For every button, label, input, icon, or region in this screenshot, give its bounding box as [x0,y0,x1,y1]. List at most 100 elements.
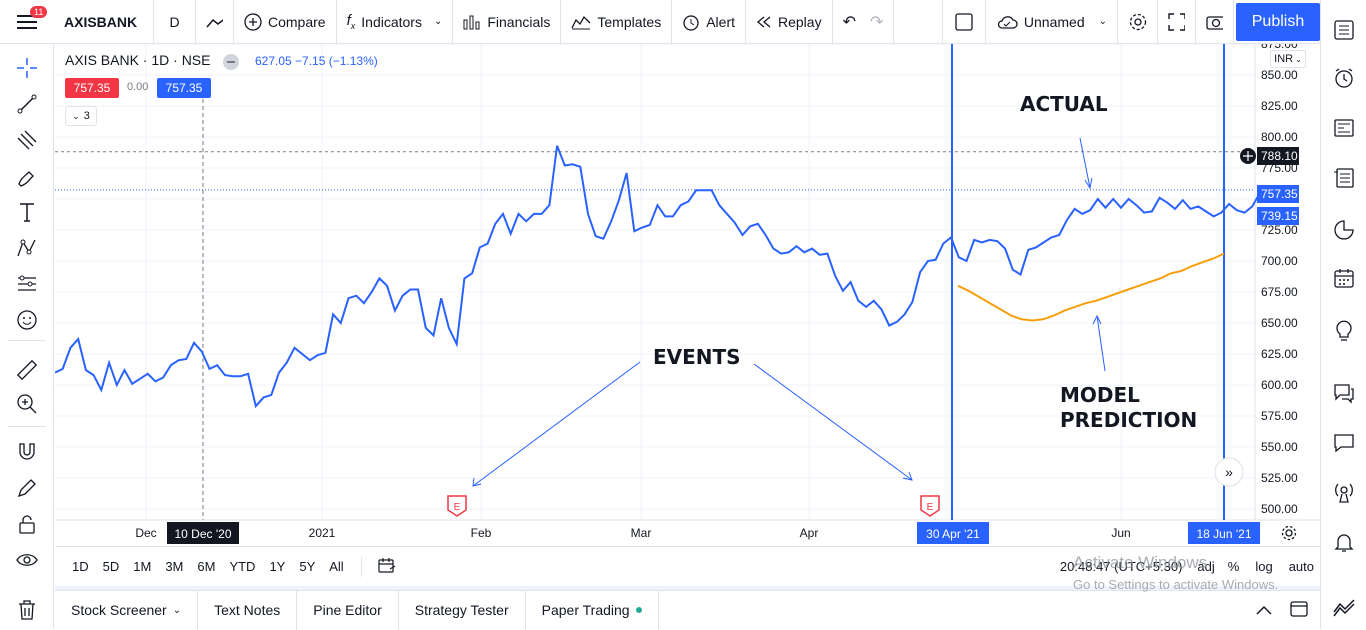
log-scale-toggle[interactable]: log [1255,559,1273,574]
messages-icon[interactable] [1330,428,1358,456]
trash-icon[interactable] [13,596,41,624]
chart-canvas[interactable]: 875.00850.00825.00800.00775.00750.00725.… [55,44,1320,544]
chart-pane[interactable]: 875.00850.00825.00800.00775.00750.00725.… [55,44,1320,544]
pattern-tool-icon[interactable] [13,234,41,262]
hotlists-icon[interactable] [1330,216,1358,244]
indicators-collapse-button[interactable]: ⌄ 3 [65,106,97,126]
last-price-label: 757.35 [1261,187,1298,201]
chart-style-button[interactable] [196,0,234,44]
range-button-5d[interactable]: 5D [102,559,120,574]
snapshot-button[interactable] [1196,0,1234,44]
publish-button[interactable]: Publish [1236,3,1320,41]
alarm-clock-icon [683,14,699,31]
range-button-1d[interactable]: 1D [72,559,89,574]
drawing-toolbar [0,44,54,629]
toolbar-divider [8,426,46,427]
time-tick-mar: Mar [631,526,652,540]
prediction-tool-icon[interactable] [13,270,41,298]
tab-label: Text Notes [214,602,281,618]
pitchfork-tool-icon[interactable] [13,126,41,154]
symbol-label: AXISBANK [64,13,138,30]
tab-text-notes[interactable]: Text Notes [198,590,298,630]
settings-button[interactable] [1118,0,1158,44]
earnings-marker-feb[interactable]: E [447,495,467,517]
scroll-to-realtime-button[interactable] [1214,457,1244,487]
tab-stock-screener[interactable]: Stock Screener ⌄ [55,590,199,630]
text-tool-icon[interactable] [13,198,41,226]
alert-label: Alert [706,13,735,30]
range-buttons: 1D 5D 1M 3M 6M YTD 1Y 5Y All [65,559,351,574]
range-button-ytd[interactable]: YTD [229,559,256,574]
range-button-1m[interactable]: 1M [133,559,152,574]
lock-icon[interactable] [13,510,41,538]
adjust-toggle[interactable]: adj [1197,559,1215,574]
timezone-clock[interactable]: 20:48:47 (UTC+5:30) [1059,559,1183,574]
tab-pine-editor[interactable]: Pine Editor [297,590,399,630]
marker1-time-label: 30 Apr '21 [926,527,980,541]
alert-button[interactable]: Alert [672,0,746,44]
price-tick-label: 850.00 [1261,68,1298,82]
range-button-all[interactable]: All [329,559,344,574]
news-icon[interactable] [1330,114,1358,142]
tab-paper-trading[interactable]: Paper Trading [526,590,659,630]
chats-icon[interactable] [1330,378,1358,406]
prediction-arrowhead [1092,314,1102,325]
time-tick-jun: Jun [1111,526,1130,540]
ideas-lightbulb-icon[interactable] [1330,316,1358,344]
auto-scale-toggle[interactable]: auto [1288,559,1314,574]
chevron-up-icon[interactable] [1244,602,1284,618]
earnings-marker-apr[interactable]: E [920,495,940,517]
axis-settings-gear-icon[interactable] [1281,525,1297,541]
symbol-search-button[interactable]: AXISBANK [54,0,154,44]
calendar-icon[interactable] [1330,264,1358,292]
streams-icon[interactable] [1330,478,1358,506]
layout-name-button[interactable]: Unnamed ⌄ [986,0,1118,44]
trend-line-tool-icon[interactable] [13,90,41,118]
brush-tool-icon[interactable] [13,162,41,190]
prediction-arrow [1096,315,1106,372]
indicators-button[interactable]: fx Indicators ⌄ [337,0,454,44]
range-button-6m[interactable]: 6M [197,559,216,574]
alerts-clock-icon[interactable] [1330,64,1358,92]
crosshair-tool-icon[interactable] [13,54,41,82]
eye-icon[interactable] [13,546,41,574]
interval-button[interactable]: D [154,0,196,44]
sell-price-box[interactable]: 757.35 [65,78,119,98]
emoji-tool-icon[interactable] [13,306,41,334]
buy-price-box[interactable]: 757.35 [157,78,211,98]
redo-icon[interactable]: ↷ [870,13,884,31]
undo-redo-group: ↶ ↷ [833,0,895,44]
magnet-icon[interactable] [13,438,41,466]
currency-selector[interactable]: INR ⌄ [1270,50,1306,68]
spread-value: 0.00 [127,81,149,93]
trading-panel-icon[interactable] [1330,592,1358,620]
fullscreen-layout-button[interactable] [941,0,986,44]
fullscreen-button[interactable] [1158,0,1196,44]
tab-strategy-tester[interactable]: Strategy Tester [399,590,526,630]
financials-button[interactable]: Financials [453,0,562,44]
time-tick-2021: 2021 [309,526,336,540]
percent-scale-toggle[interactable]: % [1227,559,1240,574]
ruler-tool-icon[interactable] [13,356,41,384]
data-window-icon[interactable] [1330,164,1358,192]
go-to-date-button[interactable] [372,557,402,576]
range-button-1y[interactable]: 1Y [269,559,286,574]
layout-name-label: Unnamed [1023,13,1085,30]
lock-drawing-pencil-icon[interactable] [13,474,41,502]
notifications-bell-icon[interactable] [1330,528,1358,556]
range-button-5y[interactable]: 5Y [299,559,316,574]
watchlist-icon[interactable] [1330,16,1358,44]
templates-button[interactable]: Templates [561,0,673,44]
compare-button[interactable]: Compare [234,0,337,44]
main-menu-button[interactable]: 11 [0,0,54,44]
replay-button[interactable]: Replay [746,0,833,44]
chevron-down-icon: ⌄ [1098,16,1107,27]
undo-icon[interactable]: ↶ [842,13,856,31]
actual-arrow [1079,137,1091,189]
zoom-in-icon[interactable] [13,390,41,418]
templates-label: Templates [597,13,662,30]
range-button-3m[interactable]: 3M [165,559,184,574]
market-status-dot-icon[interactable] [223,54,239,70]
legend-price-change: 627.05 −7.15 (−1.13%) [255,54,378,68]
maximize-panel-icon[interactable] [1284,600,1320,620]
